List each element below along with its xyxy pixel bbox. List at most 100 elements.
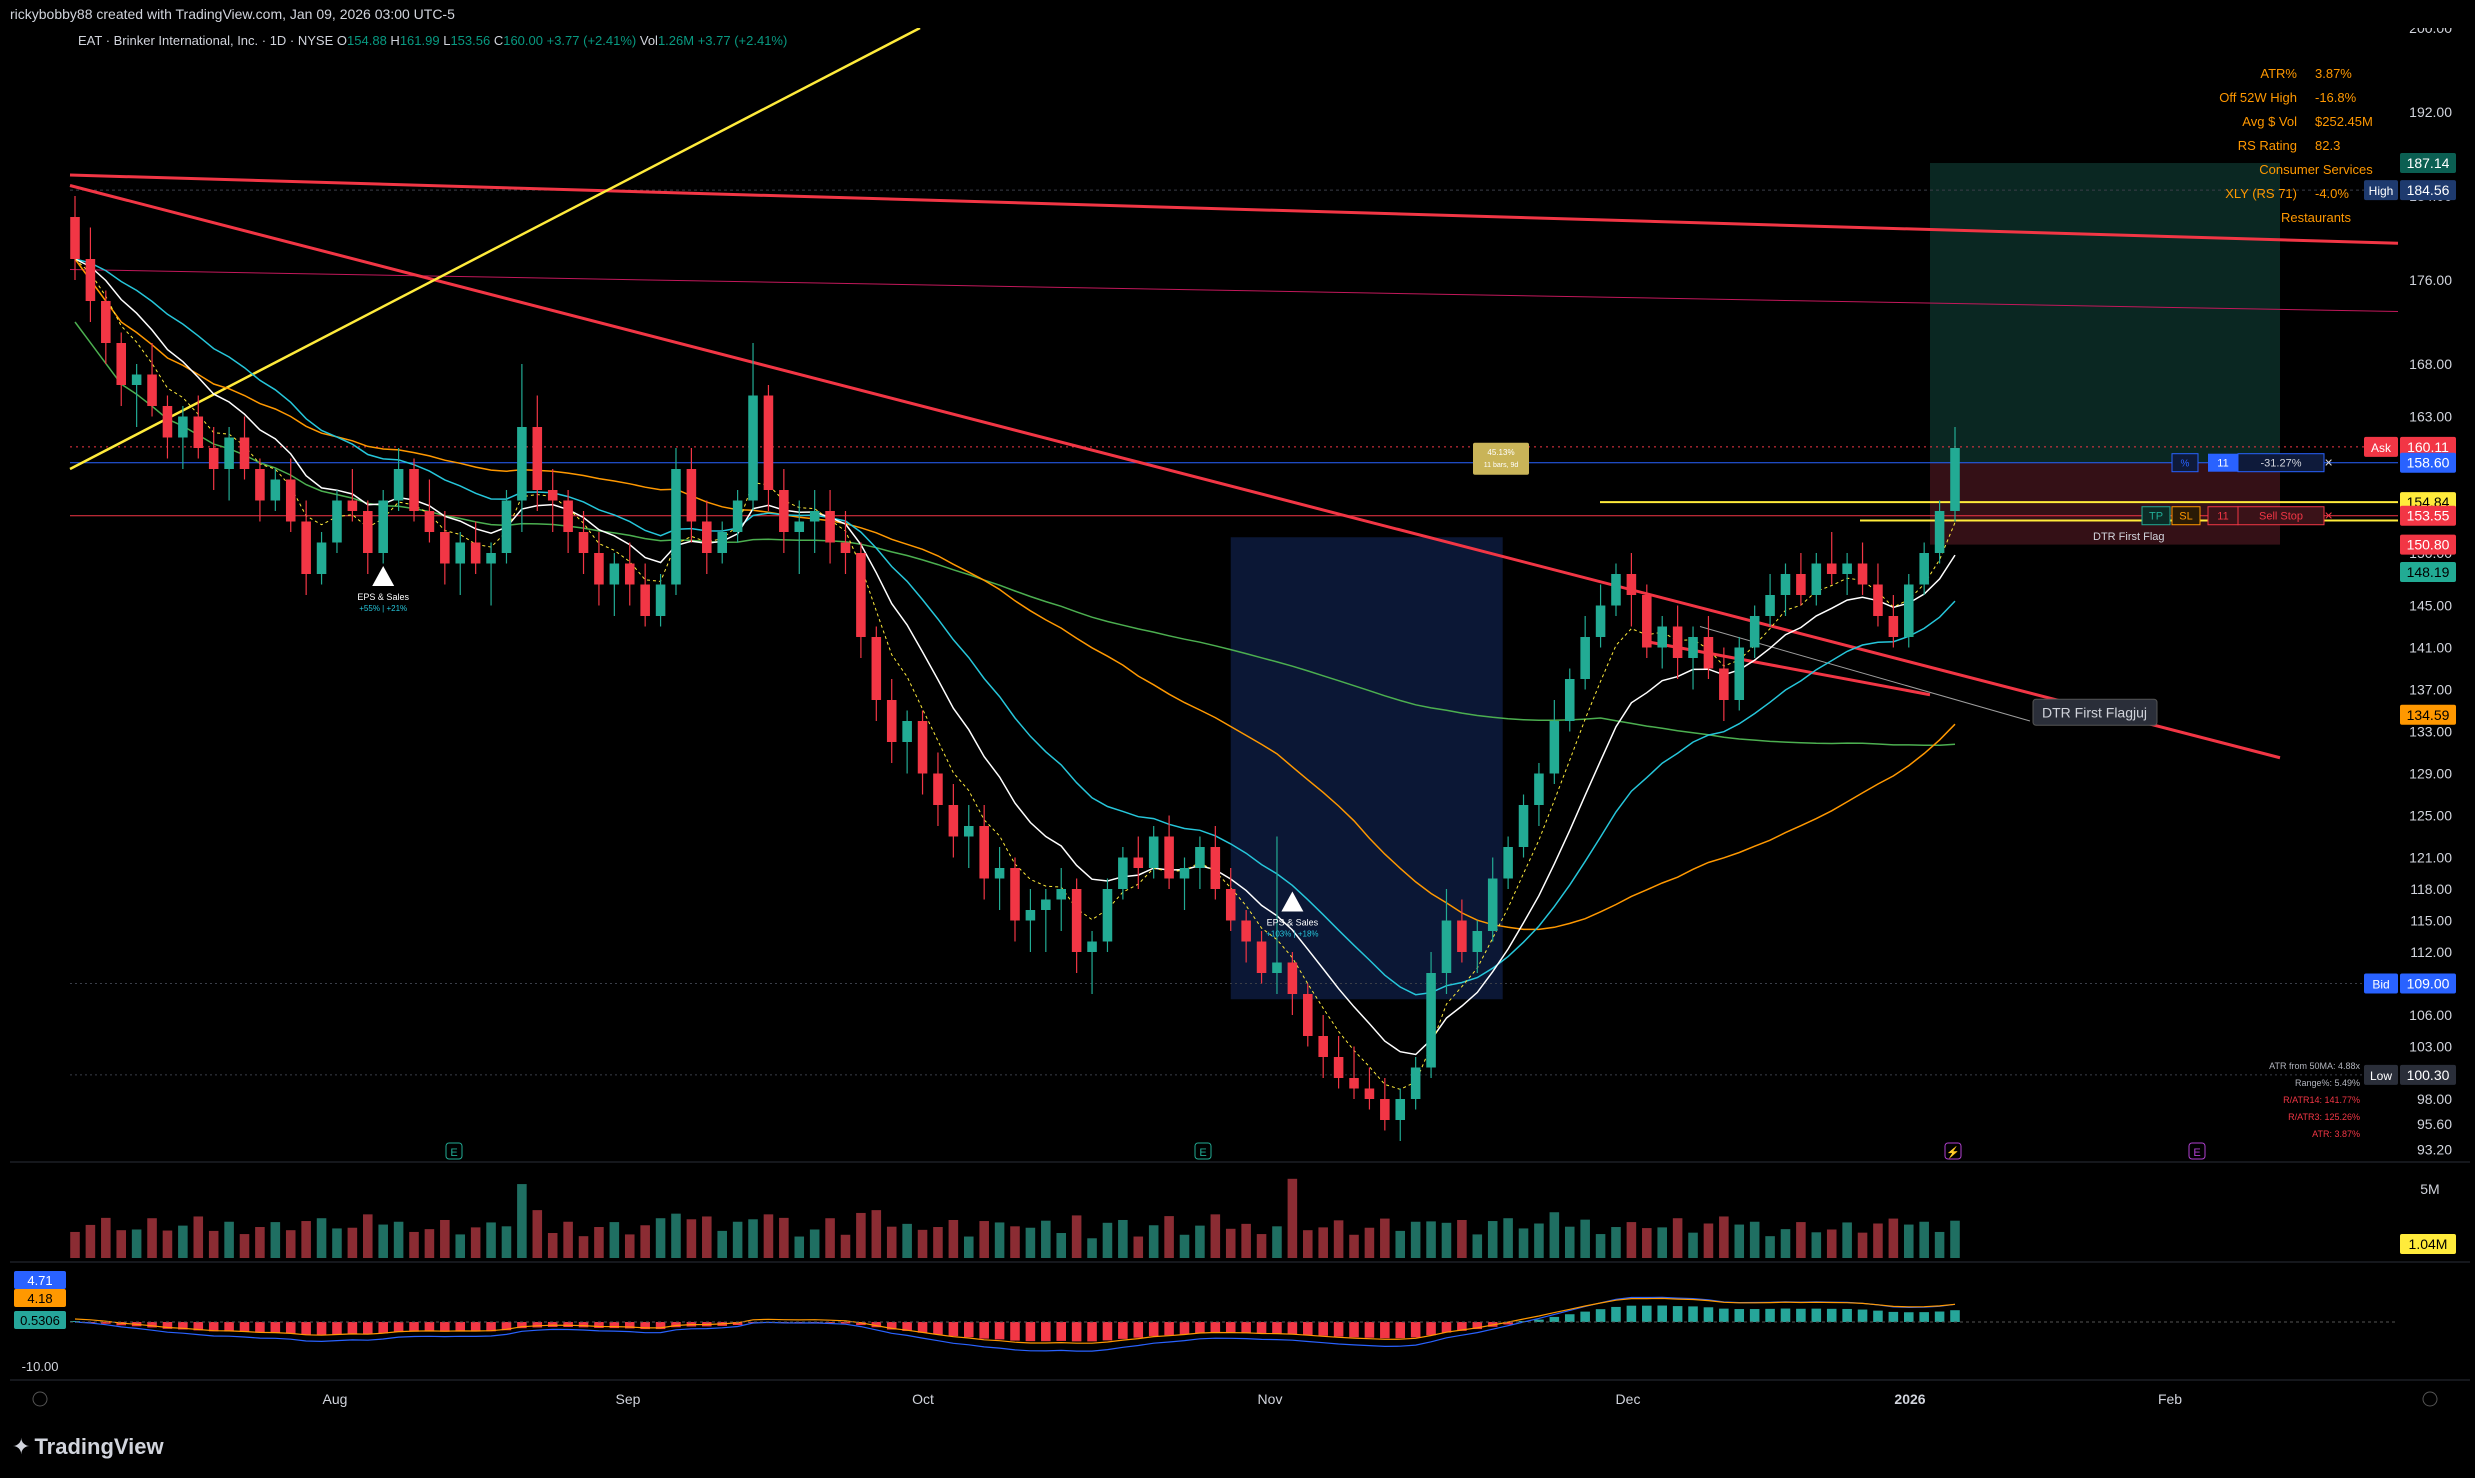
oscillator-bar xyxy=(1826,1308,1837,1322)
close-icon[interactable]: ✕ xyxy=(2324,458,2333,470)
tradingview-logo[interactable]: ✦ TradingView xyxy=(12,1434,164,1460)
candle-body xyxy=(1719,668,1729,700)
oscillator-bar xyxy=(270,1322,281,1333)
volume-bar xyxy=(178,1225,188,1258)
oscillator-bar xyxy=(1888,1311,1899,1322)
candle-body xyxy=(825,511,835,543)
oscillator-bar xyxy=(1272,1322,1282,1334)
candle-body xyxy=(1148,836,1159,868)
volume-bar xyxy=(1195,1225,1205,1258)
volume-bar xyxy=(1719,1216,1729,1258)
price-tag-text: High xyxy=(2369,184,2394,198)
oscillator-bar xyxy=(347,1322,358,1334)
volume-bar xyxy=(1349,1234,1359,1258)
sell-stop-label: Sell Stop xyxy=(2259,511,2303,523)
oscillator-bar xyxy=(1318,1322,1328,1336)
volume-bar xyxy=(517,1184,527,1258)
volume-bar xyxy=(147,1218,157,1258)
candle-body xyxy=(886,700,897,742)
volume-bar xyxy=(917,1229,928,1258)
oscillator-bar xyxy=(1703,1307,1714,1322)
candle-body xyxy=(1380,1099,1390,1120)
atr-line-2: Range%: 5.49% xyxy=(2294,1078,2360,1088)
volume-bar xyxy=(1626,1222,1637,1258)
oscillator-value-text: 4.18 xyxy=(27,1291,52,1306)
oscillator-bar xyxy=(1688,1306,1698,1322)
price-axis-label xyxy=(2400,153,2456,174)
y-tick-label: 95.60 xyxy=(2417,1116,2452,1132)
volume-bar xyxy=(779,1217,789,1258)
candle-body xyxy=(1225,889,1236,921)
candle-body xyxy=(686,469,697,522)
volume-bar xyxy=(532,1210,543,1258)
volume-bar xyxy=(332,1228,342,1258)
y-tick-label: 98.00 xyxy=(2417,1091,2452,1107)
oscillator-bar xyxy=(1719,1308,1729,1322)
price-axis-label xyxy=(2400,562,2456,583)
candle-body xyxy=(1333,1057,1344,1078)
settings-gear-icon[interactable] xyxy=(2422,1391,2438,1407)
symbol-legend[interactable]: EAT · Brinker International, Inc. · 1D ·… xyxy=(78,33,787,48)
qty-box[interactable] xyxy=(2208,453,2238,472)
oscillator-bar xyxy=(1873,1310,1883,1322)
volume-axis-label: 5M xyxy=(2420,1181,2439,1197)
candle-body xyxy=(1903,584,1914,637)
volume-bar xyxy=(316,1218,327,1258)
atr-line-3: R/ATR14: 141.77% xyxy=(2283,1095,2360,1105)
price-axis-value: 109.00 xyxy=(2407,976,2450,992)
volume-bar xyxy=(347,1227,358,1258)
volume-bar xyxy=(1472,1234,1483,1258)
volume-bar xyxy=(255,1227,265,1258)
stat-value: -16.8% xyxy=(2315,90,2357,105)
stat-value: $252.45M xyxy=(2315,114,2373,129)
volume-bar xyxy=(840,1234,851,1258)
candle-body xyxy=(1272,962,1282,973)
oscillator-bar xyxy=(1672,1306,1683,1322)
oscillator-bar xyxy=(902,1322,912,1331)
volume-bar xyxy=(1241,1223,1251,1258)
oscillator-bar xyxy=(871,1322,882,1328)
candle-body xyxy=(609,563,620,585)
oscillator-bar xyxy=(1210,1322,1221,1333)
candle-body xyxy=(1626,574,1637,595)
candle-body xyxy=(1303,994,1313,1036)
sl-button[interactable] xyxy=(2171,506,2201,526)
timezone-icon[interactable] xyxy=(32,1391,48,1407)
volume-change: +3.77 (+2.41%) xyxy=(697,33,788,48)
oscillator-bar xyxy=(856,1322,866,1326)
event-marker-glyph: ⚡ xyxy=(1946,1146,1960,1159)
candle-body xyxy=(1441,920,1452,973)
volume-bar xyxy=(1734,1224,1745,1258)
price-axis-value: 160.11 xyxy=(2407,439,2449,455)
oscillator-bar xyxy=(963,1322,974,1338)
candle-body xyxy=(162,406,173,438)
pct-toggle-button[interactable] xyxy=(2171,453,2199,473)
open-label: O xyxy=(336,33,348,48)
candle-body xyxy=(1503,847,1513,879)
oscillator-bar xyxy=(301,1322,311,1335)
volume-bar xyxy=(1549,1212,1560,1258)
candle-body xyxy=(270,479,281,501)
close-icon[interactable]: ✕ xyxy=(2324,511,2333,523)
volume-bar xyxy=(963,1236,974,1258)
candle-body xyxy=(1195,847,1205,868)
candle-body xyxy=(702,521,712,553)
event-marker-glyph: E xyxy=(450,1147,457,1159)
oscillator-bar xyxy=(1349,1322,1359,1338)
stat-row-rs: RS Rating 82.3 xyxy=(2197,134,2375,158)
oscillator-bar xyxy=(948,1322,959,1337)
tp-button[interactable] xyxy=(2141,506,2171,526)
tradingview-logo-icon: ✦ xyxy=(12,1434,31,1459)
candle-body xyxy=(1873,584,1883,616)
volume-bar xyxy=(624,1234,635,1258)
volume-bar xyxy=(809,1229,820,1258)
candle-body xyxy=(624,563,635,585)
y-tick-label: 192.00 xyxy=(2409,104,2452,120)
volume-bar xyxy=(671,1213,681,1258)
flag-label-box xyxy=(2032,698,2158,726)
volume-bar xyxy=(933,1227,943,1258)
volume-bar xyxy=(825,1218,835,1258)
candle-body xyxy=(948,805,959,837)
top-bar: rickybobby88 created with TradingView.co… xyxy=(0,0,2475,28)
